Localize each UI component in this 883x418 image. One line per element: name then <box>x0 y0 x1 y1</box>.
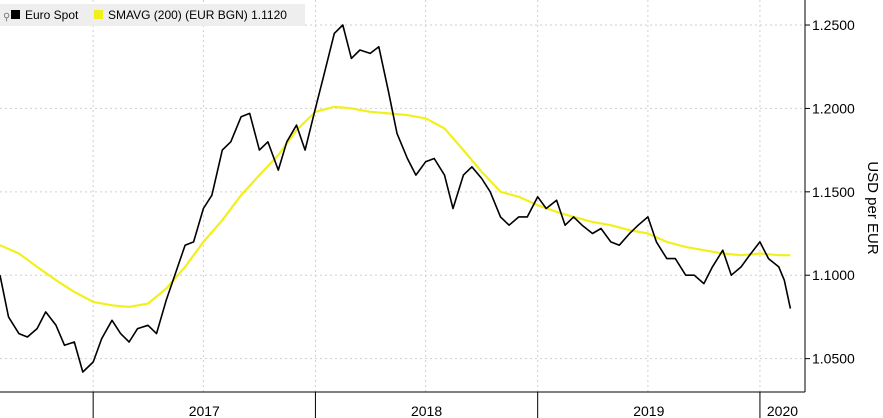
x-tick-label: 2020 <box>767 403 798 418</box>
legend: ⚲ Euro Spot SMAVG (200) (EUR BGN) 1.1120 <box>0 4 305 26</box>
y-axis-title: USD per EUR <box>864 161 881 255</box>
series-line-smavg <box>0 105 791 308</box>
legend-label-sma: SMAVG (200) (EUR BGN) 1.1120 <box>108 8 287 22</box>
series-line-euro-spot <box>0 24 792 373</box>
y-tick-label: 1.1000 <box>812 267 855 283</box>
y-tick-label: 1.1500 <box>812 184 855 200</box>
x-tick-label: 2018 <box>411 403 442 418</box>
y-tick-label: 1.2000 <box>812 100 855 116</box>
legend-item-sma: SMAVG (200) (EUR BGN) 1.1120 <box>94 8 287 22</box>
legend-swatch-spot <box>11 10 20 19</box>
y-axis: 1.2500 1.2000 1.1500 1.1000 1.0500 <box>805 17 855 367</box>
legend-label-spot: Euro Spot <box>25 8 79 22</box>
legend-background <box>0 4 305 26</box>
legend-swatch-sma <box>94 10 103 19</box>
x-tick-label: 2019 <box>633 403 664 418</box>
y-tick-label: 1.2500 <box>812 17 855 33</box>
y-tick-label: 1.0500 <box>812 351 855 367</box>
x-tick-label: 2017 <box>189 403 220 418</box>
grid <box>0 0 805 392</box>
legend-item-spot: ⚲ Euro Spot <box>3 8 79 23</box>
legend-pin-icon: ⚲ <box>3 12 10 23</box>
series-layer <box>0 24 792 373</box>
x-axis: 2017 2018 2019 2020 <box>92 392 798 418</box>
